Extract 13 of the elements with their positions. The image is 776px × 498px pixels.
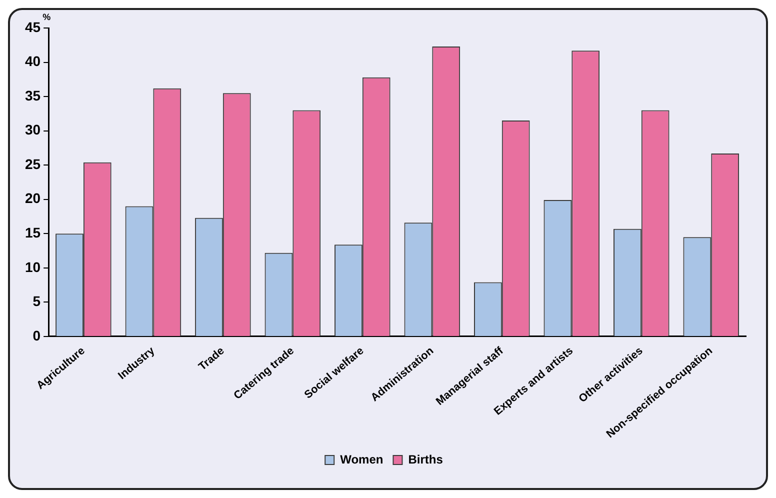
legend-label: Births — [408, 452, 444, 466]
y-tick-label: 45 — [24, 18, 41, 35]
legend-label: Women — [340, 452, 384, 466]
y-axis-title: % — [42, 12, 51, 22]
y-tick-label: 25 — [24, 156, 41, 172]
y-tick-label: 35 — [24, 87, 41, 104]
y-tick-label: 10 — [24, 258, 41, 275]
y-tick-label: 5 — [32, 293, 41, 310]
y-tick-label: 15 — [24, 224, 41, 240]
y-tick-label: 40 — [24, 53, 41, 70]
y-tick-label: 20 — [24, 190, 41, 206]
y-tick-label: 0 — [32, 327, 41, 344]
y-tick-label: 30 — [24, 122, 41, 138]
